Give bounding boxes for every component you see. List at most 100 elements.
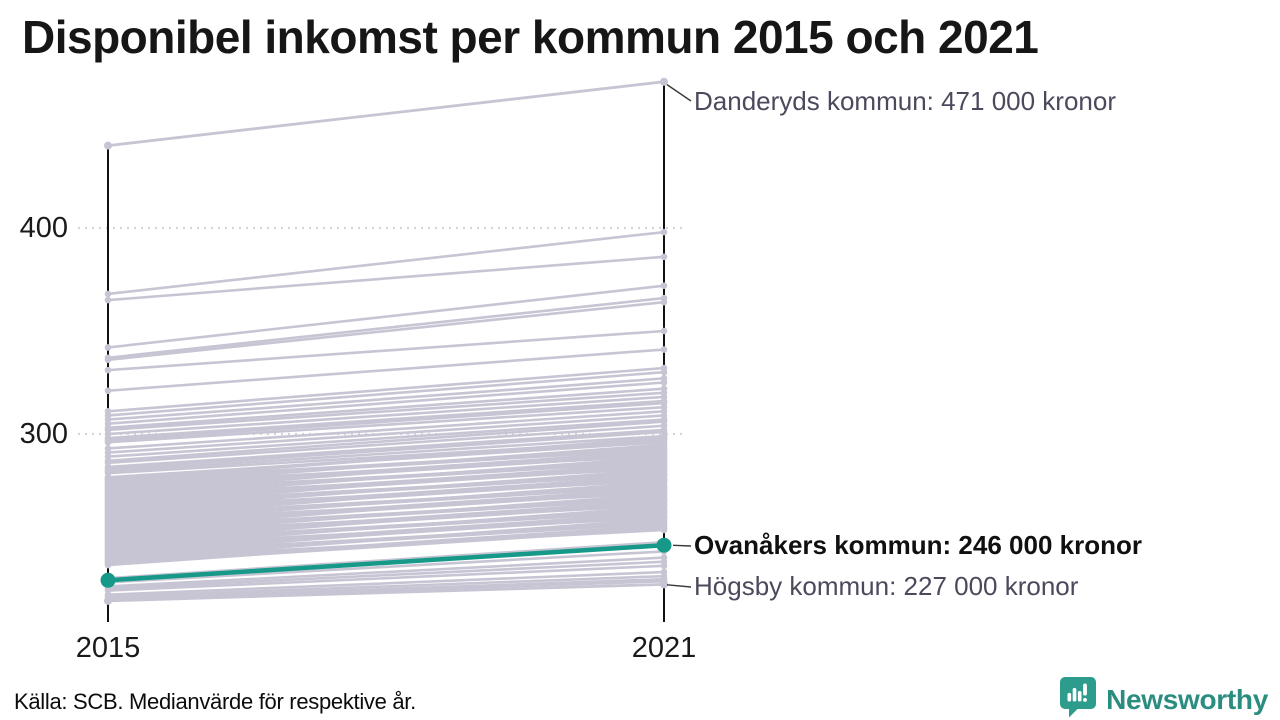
slope-line — [106, 424, 666, 465]
slope-line-dot-2021 — [660, 446, 668, 454]
slope-line-labeled — [106, 80, 666, 148]
slope-line — [106, 510, 666, 557]
slope-line-dot-2015 — [104, 290, 112, 298]
slope-line-labeled-dot-2021 — [660, 77, 668, 86]
slope-line — [106, 255, 666, 302]
slope-line — [106, 410, 666, 450]
annotation-ovanaker: Ovanåkers kommun: 246 000 kronor — [694, 530, 1142, 560]
slope-line-dot-2021 — [660, 515, 668, 523]
slope-line — [106, 395, 666, 436]
slope-line-dot-2021 — [660, 282, 668, 289]
slope-line-dot-2015 — [104, 344, 112, 351]
slope-line-dot-2021 — [660, 441, 668, 449]
slope-line — [106, 550, 666, 584]
slope-line — [106, 391, 666, 432]
slope-line-dot-2021 — [660, 346, 668, 353]
slope-line — [106, 399, 666, 440]
slope-line — [106, 556, 666, 588]
slope-line — [106, 387, 666, 430]
source-note: Källa: SCB. Medianvärde för respektive å… — [14, 689, 416, 714]
slope-line-dot-2021 — [660, 562, 668, 570]
newsworthy-logo-icon — [1059, 676, 1097, 720]
slope-line — [106, 401, 666, 442]
slope-line-dot-2021 — [660, 496, 668, 503]
x-axis-tick-2015: 2015 — [75, 632, 141, 664]
slope-line — [106, 230, 666, 296]
slope-line — [106, 296, 666, 360]
slope-line — [106, 420, 666, 463]
slope-line — [106, 485, 666, 532]
slope-line — [106, 492, 666, 537]
slope-line — [106, 381, 666, 426]
slope-line — [106, 418, 666, 458]
slope-line — [106, 366, 666, 413]
annotation-connector — [666, 84, 692, 102]
slope-line — [106, 370, 666, 417]
slope-line-dot-2015 — [104, 366, 112, 374]
slope-line-dot-2015 — [104, 561, 112, 569]
slope-line-dot-2021 — [660, 368, 668, 376]
slope-line-labeled-dot-2015 — [104, 596, 112, 605]
slope-line — [106, 443, 666, 488]
slope-line — [106, 570, 666, 596]
slope-line-dot-2015 — [104, 356, 112, 364]
slope-line-dot-2021 — [660, 453, 668, 461]
slope-line — [106, 468, 666, 512]
slope-line — [106, 480, 666, 525]
slope-line-labeled-dot-2021 — [660, 580, 668, 589]
slope-line — [106, 560, 666, 590]
slope-line — [106, 448, 666, 495]
slope-line — [106, 348, 666, 393]
slope-line-dot-2021 — [660, 298, 668, 306]
slope-line-dot-2015 — [104, 438, 112, 446]
slope-line — [106, 461, 666, 507]
slope-line — [106, 414, 666, 454]
slope-line — [106, 434, 666, 473]
annotation-danderyd: Danderyds kommun: 471 000 kronor — [694, 86, 1117, 116]
slope-line-dot-2021 — [660, 379, 668, 386]
slope-line-highlight-dot-2015 — [100, 572, 116, 588]
slope-line — [106, 329, 666, 372]
annotation-connector — [666, 584, 692, 588]
slope-line — [106, 517, 666, 562]
slope-line — [106, 300, 666, 362]
slope-line-dot-2021 — [660, 478, 668, 486]
slope-line-dot-2021 — [660, 228, 668, 236]
slope-line-dot-2021 — [660, 483, 668, 491]
slope-line-highlight-dot-2021 — [656, 537, 672, 553]
page-title: Disponibel inkomst per kommun 2015 och 2… — [22, 11, 1039, 63]
slope-line-dot-2021 — [660, 522, 668, 530]
slope-line-dot-2015 — [104, 296, 112, 304]
slope-line-dot-2021 — [660, 327, 668, 335]
slope-line — [106, 405, 666, 444]
y-axis-tick-400: 400 — [19, 212, 68, 244]
slope-line — [106, 284, 666, 349]
annotation-hogsby: Högsby kommun: 227 000 kronor — [694, 571, 1079, 601]
brand-name: Newsworthy — [1106, 683, 1268, 715]
slope-line — [106, 574, 666, 599]
slope-line — [106, 524, 666, 567]
slope-line-labeled-dot-2015 — [104, 141, 112, 150]
slope-line-dot-2021 — [660, 503, 668, 510]
slope-line-labeled — [106, 582, 666, 603]
slope-line — [106, 436, 666, 483]
slope-line — [106, 377, 666, 421]
slope-line-highlight — [105, 542, 667, 583]
slope-line — [106, 455, 666, 500]
slope-line-dot-2021 — [660, 508, 668, 516]
slope-line — [106, 473, 666, 520]
slope-line — [106, 498, 666, 545]
slope-line-dot-2021 — [660, 434, 668, 442]
slope-line — [106, 505, 666, 550]
slope-line-dot-2021 — [660, 471, 668, 479]
slope-line — [106, 428, 666, 469]
slope-line-dot-2021 — [660, 459, 668, 466]
y-axis-tick-300: 300 — [19, 418, 68, 450]
brand-lockup: Newsworthy — [1059, 676, 1268, 720]
slope-line-dot-2021 — [660, 253, 668, 261]
slope-line-dot-2021 — [660, 490, 668, 498]
slope-line — [106, 564, 666, 592]
x-axis-tick-2021: 2021 — [631, 632, 697, 664]
